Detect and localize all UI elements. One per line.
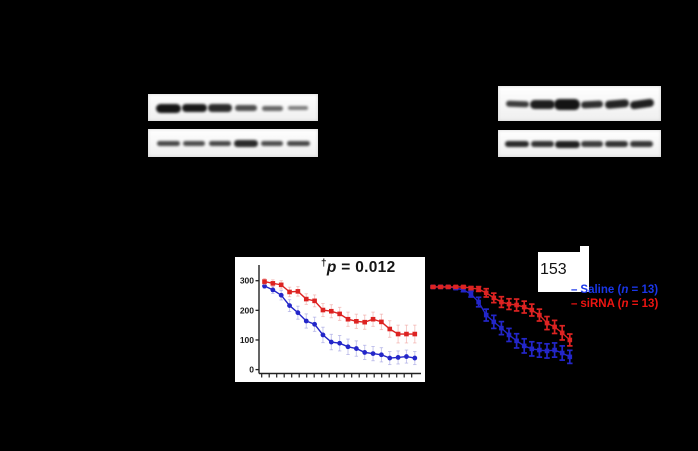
dagger-symbol: † [321,258,327,269]
legend-sirna-n: n [621,298,629,310]
left-line-chart: 0 100 200 300 [240,265,421,378]
svg-text:300: 300 [240,276,254,286]
blot-band [580,141,603,147]
blot-band [505,100,530,108]
blot-band [208,104,232,112]
annotation-box: 153 [538,252,589,292]
legend-item-sirna: – siRNA (n = 13) [571,297,658,311]
saline-line-swatch: – [571,284,578,296]
blot-band [286,140,310,147]
western-blot-left-top [148,94,318,121]
blot-band [234,140,258,147]
legend-saline-label-pre: Saline ( [580,284,622,296]
blot-band [155,103,181,113]
legend-saline-label-post: = 13) [628,284,659,296]
western-blot-left-bottom [148,129,318,157]
blot-band [156,141,180,146]
svg-text:100: 100 [240,335,254,345]
blot-band [183,141,205,146]
legend-sirna-label-pre: siRNA ( [580,298,622,310]
blot-band [288,105,308,111]
annotation-box-notch [580,246,589,253]
legend-saline-n: n [621,284,629,296]
sirna-line-swatch: – [571,298,578,310]
chart-legend: – Saline (n = 13) – siRNA (n = 13) [571,283,658,311]
blot-band [261,141,283,146]
left-chart-panel: 0 100 200 300 †p = 0.012 [235,257,425,382]
p-value-text: = 0.012 [336,259,396,277]
blot-band [554,98,581,110]
p-value-annotation: †p = 0.012 [321,258,396,277]
blot-band [261,105,283,111]
legend-item-saline: – Saline (n = 13) [571,283,658,297]
blot-band [630,141,654,147]
western-blot-right-bottom [498,130,661,157]
western-blot-right-top [498,86,661,121]
blot-band [505,141,530,147]
legend-sirna-label-post: = 13) [628,298,659,310]
blot-band [580,99,604,109]
blot-band [554,140,580,148]
svg-text:200: 200 [240,305,254,315]
blot-band [629,98,655,110]
right-line-chart [430,284,573,365]
annotation-153: 153 [540,261,567,278]
blot-band [604,98,630,110]
p-variable: p [326,259,337,277]
blot-band [235,105,257,111]
blot-band [530,141,554,147]
blot-band [529,99,555,109]
blot-band [209,141,231,146]
svg-text:0: 0 [249,365,254,375]
blot-band [605,141,629,147]
blot-band [181,104,207,112]
